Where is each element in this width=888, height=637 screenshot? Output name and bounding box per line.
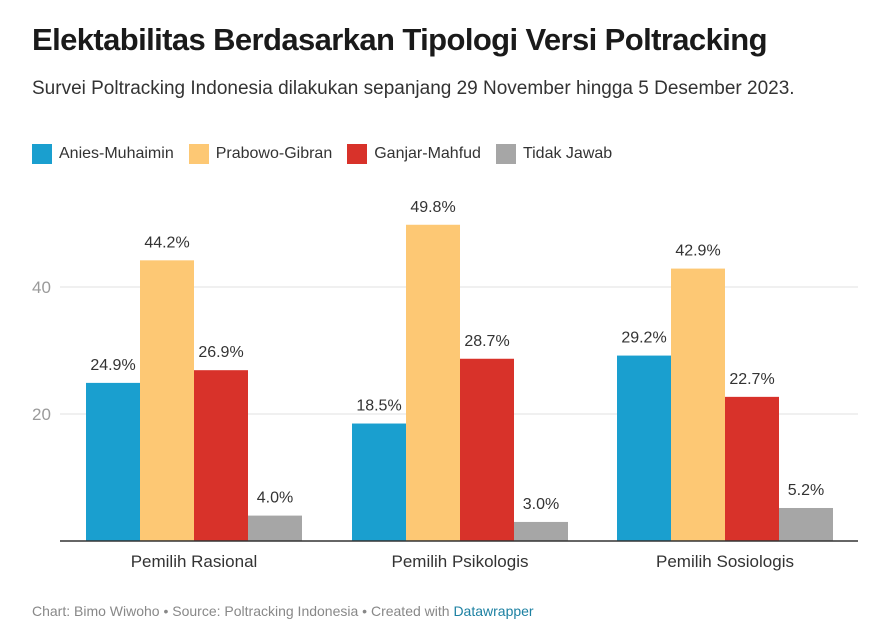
data-label: 49.8%	[410, 199, 455, 216]
data-label: 18.5%	[356, 398, 401, 415]
data-label: 24.9%	[90, 357, 135, 374]
data-label: 22.7%	[729, 371, 774, 388]
bar	[671, 268, 725, 541]
legend-label: Anies-Muhaimin	[59, 145, 174, 162]
legend-label: Prabowo-Gibran	[215, 145, 333, 162]
data-label: 4.0%	[257, 490, 293, 507]
chart-subtitle: Survei Poltracking Indonesia dilakukan s…	[32, 78, 795, 99]
data-label: 29.2%	[621, 330, 666, 347]
y-tick-label: 20	[32, 405, 51, 424]
bar	[514, 521, 568, 541]
bar	[140, 260, 194, 541]
data-label: 28.7%	[464, 333, 509, 350]
data-label: 42.9%	[675, 243, 720, 260]
chart-title: Elektabilitas Berdasarkan Tipologi Versi…	[32, 22, 768, 57]
footer-credit: Chart: Bimo Wiwoho • Source: Poltracking…	[32, 603, 454, 619]
datawrapper-link[interactable]: Datawrapper	[453, 603, 534, 619]
legend-swatch	[188, 144, 209, 164]
data-label: 3.0%	[523, 496, 559, 513]
y-tick-label: 40	[32, 278, 51, 297]
bar	[248, 515, 302, 541]
chart-footer: Chart: Bimo Wiwoho • Source: Poltracking…	[32, 603, 534, 619]
legend-label: Tidak Jawab	[522, 145, 613, 162]
legend-item-ganjar: Ganjar-Mahfud	[347, 144, 481, 164]
bar	[406, 224, 460, 541]
x-tick-label: Pemilih Psikologis	[392, 552, 529, 571]
data-label: 26.9%	[198, 344, 243, 361]
legend: Anies-Muhaimin Prabowo-Gibran Ganjar-Mah…	[32, 144, 627, 164]
bar	[194, 370, 248, 541]
legend-swatch	[32, 144, 52, 164]
legend-swatch	[495, 144, 516, 164]
x-tick-label: Pemilih Rasional	[131, 552, 258, 571]
bar	[352, 423, 406, 541]
bar	[460, 358, 514, 541]
bar	[725, 396, 779, 541]
data-label: 44.2%	[144, 234, 189, 251]
x-tick-label: Pemilih Sosiologis	[656, 552, 794, 571]
data-label: 5.2%	[788, 482, 824, 499]
legend-item-prabowo: Prabowo-Gibran	[188, 144, 333, 164]
legend-item-anies: Anies-Muhaimin	[32, 144, 174, 164]
legend-swatch	[347, 144, 368, 164]
bar	[779, 507, 833, 541]
legend-label: Ganjar-Mahfud	[374, 145, 481, 162]
bar	[617, 355, 671, 541]
legend-item-tidak-jawab: Tidak Jawab	[495, 144, 613, 164]
bar	[86, 382, 140, 541]
